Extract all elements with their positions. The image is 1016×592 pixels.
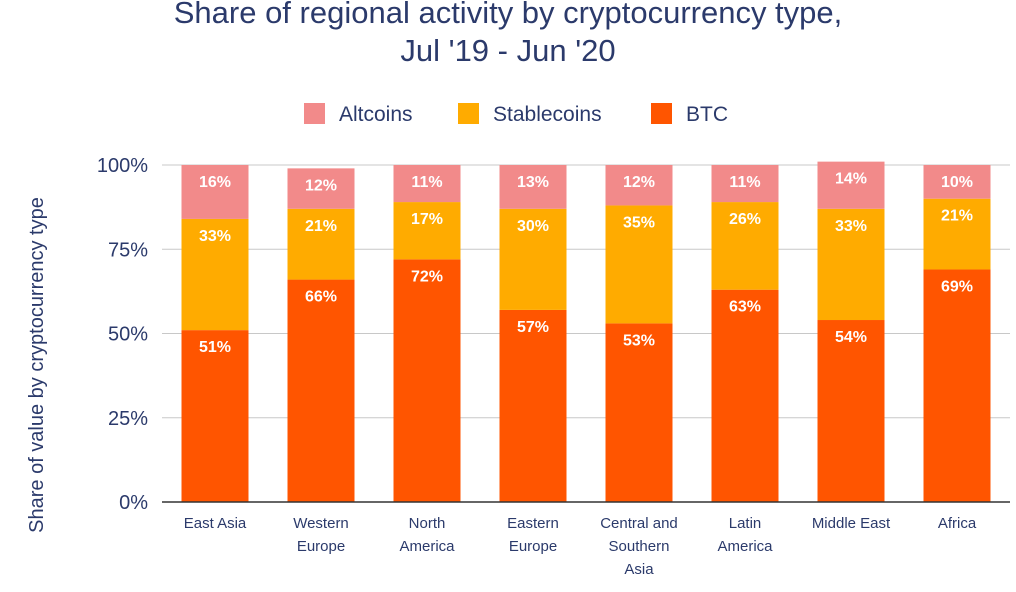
bar-segment-altcoins xyxy=(923,165,991,199)
data-label: 66% xyxy=(305,289,337,306)
data-label: 13% xyxy=(517,174,549,191)
x-tick-label: Middle East xyxy=(812,515,891,532)
data-label: 69% xyxy=(941,278,973,295)
x-tick-label: Eastern xyxy=(507,515,559,532)
bar-segment-altcoins xyxy=(393,165,461,203)
data-label: 16% xyxy=(199,174,231,191)
bar-segment-btc xyxy=(287,279,355,502)
bar-segment-stablecoins xyxy=(923,198,991,270)
data-labels: 51% 33% 16% 66% 21% 12% 72% 17% 11% 57% 30% 13% 53% 3… xyxy=(199,171,973,357)
bar-segment-stablecoins xyxy=(181,218,249,331)
y-tick-label: 0% xyxy=(119,492,148,514)
data-label: 72% xyxy=(411,268,443,285)
bar-segment-stablecoins xyxy=(711,202,779,290)
data-label: 33% xyxy=(835,218,867,235)
bar-segment-btc xyxy=(605,323,673,502)
x-tick-label: Western xyxy=(293,515,349,532)
data-label: 30% xyxy=(517,218,549,235)
legend-label: Altcoins xyxy=(339,103,413,126)
bar-segment-stablecoins xyxy=(499,208,567,310)
x-tick-label: Central and xyxy=(600,515,678,532)
chart-title: Share of regional activity by cryptocurr… xyxy=(0,0,1016,70)
bar-segment-altcoins xyxy=(817,161,885,209)
x-tick-label: Asia xyxy=(624,561,654,578)
data-label: 10% xyxy=(941,174,973,191)
data-label: 51% xyxy=(199,339,231,356)
bar-segment-btc xyxy=(499,309,567,502)
x-tick-label: Southern xyxy=(609,538,670,555)
y-tick-label: 75% xyxy=(108,239,148,261)
data-label: 11% xyxy=(729,174,760,191)
legend-item-altcoins: Altcoins xyxy=(304,103,413,126)
bar-segment-btc xyxy=(923,269,991,502)
data-label: 33% xyxy=(199,228,231,245)
bar-segment-altcoins xyxy=(711,165,779,203)
data-label: 12% xyxy=(305,177,337,194)
data-label: 21% xyxy=(305,218,337,235)
x-tick-label: Europe xyxy=(297,538,345,555)
x-tick-label: North xyxy=(409,515,446,532)
legend-item-btc: BTC xyxy=(651,103,728,126)
bar-segment-stablecoins xyxy=(287,208,355,280)
bar-segment-altcoins xyxy=(287,168,355,209)
chart-title-line-1: Share of regional activity by cryptocurr… xyxy=(173,0,843,30)
legend-item-stablecoins: Stablecoins xyxy=(458,103,602,126)
x-tick-label: Africa xyxy=(938,515,977,532)
bar-segment-stablecoins xyxy=(393,202,461,260)
bar-segment-btc xyxy=(817,320,885,502)
legend-swatch xyxy=(458,103,479,124)
data-label: 11% xyxy=(411,174,442,191)
bar-segment-stablecoins xyxy=(817,208,885,321)
data-label: 26% xyxy=(729,211,761,228)
y-axis-label: Share of value by cryptocurrency type xyxy=(26,197,48,533)
legend-swatch xyxy=(304,103,325,124)
data-label: 35% xyxy=(623,214,655,231)
data-label: 57% xyxy=(517,319,549,336)
data-label: 53% xyxy=(623,332,655,349)
data-label: 21% xyxy=(941,208,973,225)
data-label: 14% xyxy=(835,171,867,188)
x-tick-label: America xyxy=(717,538,773,555)
x-tick-label: East Asia xyxy=(184,515,247,532)
y-tick-label: 50% xyxy=(108,324,148,346)
axes: 0% 25% 50% 75% 100% East Asia Western Europe Nor… xyxy=(97,155,1010,578)
x-tick-label: Latin xyxy=(729,515,762,532)
data-label: 17% xyxy=(411,211,443,228)
legend: Altcoins Stablecoins BTC xyxy=(304,103,728,126)
legend-label: Stablecoins xyxy=(493,103,602,126)
x-tick-label: America xyxy=(399,538,455,555)
legend-swatch xyxy=(651,103,672,124)
chart-title-line-2: Jul '19 - Jun '20 xyxy=(400,33,616,68)
bar-segment-altcoins xyxy=(499,165,567,209)
data-label: 54% xyxy=(835,329,867,346)
bar-segment-stablecoins xyxy=(605,205,673,324)
bar-segment-btc xyxy=(711,289,779,502)
y-tick-label: 25% xyxy=(108,408,148,430)
y-tick-label: 100% xyxy=(97,155,148,177)
bar-segment-btc xyxy=(393,259,461,502)
bar-segment-altcoins xyxy=(605,165,673,206)
bar-segment-altcoins xyxy=(181,165,249,219)
x-tick-label: Europe xyxy=(509,538,557,555)
bars xyxy=(181,161,991,502)
data-label: 63% xyxy=(729,299,761,316)
data-label: 12% xyxy=(623,174,655,191)
bar-segment-btc xyxy=(181,330,249,502)
legend-label: BTC xyxy=(686,103,728,126)
